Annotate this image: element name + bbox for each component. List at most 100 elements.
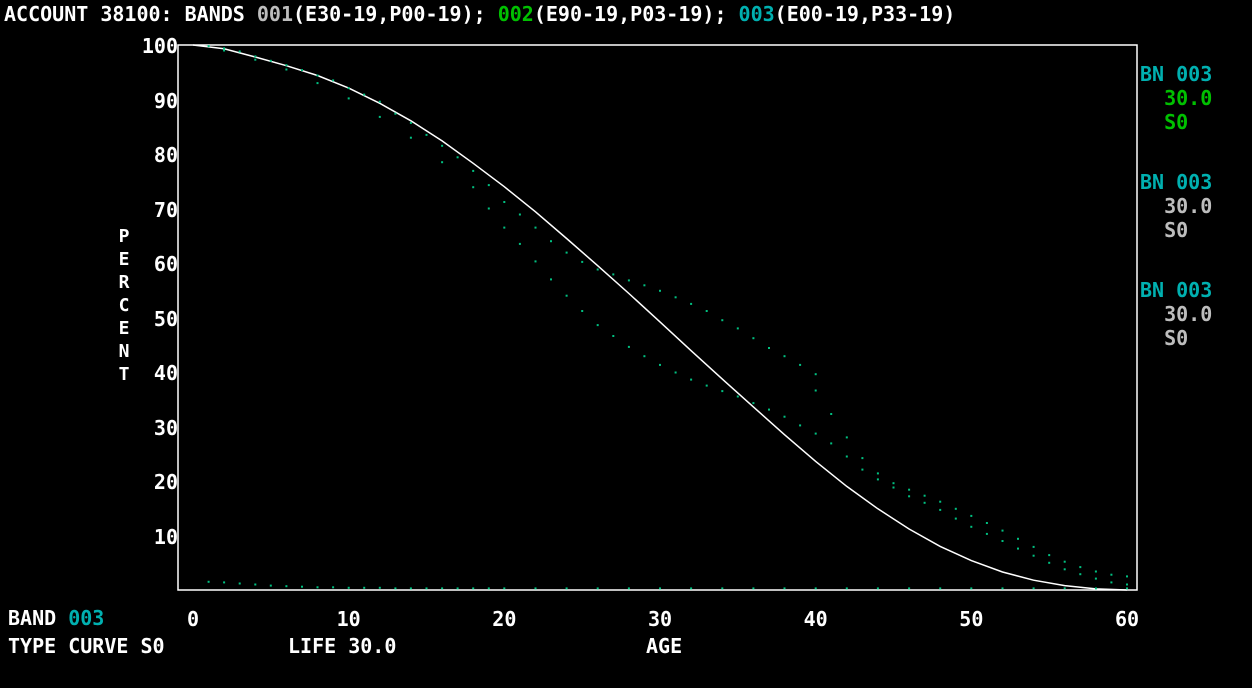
legend-3-life-value: 30.0 <box>1164 302 1213 326</box>
data-point <box>861 468 864 471</box>
data-point <box>814 432 817 435</box>
data-point <box>534 226 537 229</box>
data-point <box>1079 573 1082 576</box>
data-point <box>550 278 552 281</box>
data-point <box>612 335 615 337</box>
legend-2-life-value: 30.0 <box>1164 194 1213 218</box>
data-point <box>1001 587 1004 590</box>
data-point <box>752 587 755 590</box>
data-point <box>1063 560 1066 563</box>
data-point <box>207 45 210 48</box>
data-point <box>332 586 335 589</box>
legend-1-life-value: 30.0 <box>1164 86 1213 110</box>
x-tick-label: 30 <box>647 607 673 631</box>
data-point <box>954 517 957 520</box>
legend-2-curve: S0 <box>1140 218 1212 242</box>
plot-frame <box>177 44 1138 591</box>
data-point <box>1017 547 1019 550</box>
data-point <box>534 587 537 590</box>
data-point <box>752 337 755 340</box>
data-point <box>736 395 739 398</box>
data-point <box>783 355 786 358</box>
data-point <box>1017 537 1019 540</box>
data-point <box>254 58 257 61</box>
data-point <box>565 294 568 297</box>
data-point <box>721 319 724 322</box>
chart-title: ACCOUNT 38100: BANDS 001(E30-19,P00-19);… <box>4 3 955 25</box>
data-point <box>892 482 895 485</box>
data-point <box>1032 587 1035 590</box>
x-tick-label: 10 <box>336 607 361 631</box>
data-point <box>908 495 911 498</box>
data-point <box>908 587 911 590</box>
data-point <box>285 64 288 67</box>
data-point <box>409 136 412 139</box>
data-point <box>674 371 677 374</box>
data-point <box>1110 573 1113 576</box>
data-point <box>1032 554 1035 557</box>
data-point <box>970 514 973 517</box>
data-point <box>1126 583 1128 586</box>
data-point <box>565 251 568 254</box>
data-point <box>705 384 708 387</box>
y-tick-label: 40 <box>153 361 178 385</box>
data-point <box>596 324 599 327</box>
data-point <box>1001 529 1004 532</box>
data-point <box>721 390 724 393</box>
data-point <box>783 587 786 590</box>
data-point <box>223 49 226 52</box>
data-point <box>378 115 381 118</box>
y-tick-label: 10 <box>153 524 178 549</box>
data-point <box>643 355 646 358</box>
data-point <box>876 587 879 590</box>
data-point <box>456 587 459 590</box>
legend-2-life: 30.0 <box>1140 194 1212 218</box>
footer-type-value: S0 <box>140 634 165 658</box>
y-axis-label-letter: C <box>118 295 130 316</box>
x-tick-label: 0 <box>186 607 200 631</box>
y-tick-label: 70 <box>153 197 178 222</box>
legend-3-curve: S0 <box>1140 326 1212 350</box>
data-point <box>301 585 303 588</box>
data-point <box>534 260 537 263</box>
y-tick-label: 20 <box>153 470 178 494</box>
footer-life-value: 30.0 <box>348 634 397 658</box>
data-point <box>814 373 817 376</box>
data-point <box>1048 561 1051 564</box>
legend-entry-1: BN 003 30.0 S0 <box>1140 62 1212 134</box>
band-003-code: 003 <box>738 2 775 26</box>
data-point <box>487 207 490 210</box>
data-point <box>627 345 630 348</box>
x-tick-label: 40 <box>803 607 828 631</box>
data-point <box>518 213 521 216</box>
data-point <box>799 424 802 427</box>
data-point <box>690 587 693 590</box>
data-point <box>985 522 988 524</box>
y-axis-label-letter: P <box>118 226 130 247</box>
y-tick-label: 50 <box>153 306 178 331</box>
x-tick-label: 60 <box>1114 607 1140 631</box>
band-002-range: (E90-19,P03-19); <box>533 2 739 26</box>
data-point <box>254 583 257 586</box>
data-point <box>876 472 879 475</box>
data-point <box>347 97 350 100</box>
data-point <box>518 242 521 245</box>
footer-band-value: 003 <box>68 606 105 630</box>
data-point <box>472 186 475 189</box>
footer-life-label: LIFE <box>288 634 337 658</box>
data-point <box>456 156 459 159</box>
data-point <box>768 347 770 349</box>
data-point <box>1032 545 1035 548</box>
data-point <box>269 59 272 62</box>
legend-1-band: BN 003 <box>1140 62 1213 86</box>
data-point <box>285 68 288 71</box>
data-point <box>565 587 568 590</box>
data-point <box>845 587 848 590</box>
legend-3-curve-value: S0 <box>1164 326 1189 350</box>
data-point <box>487 184 490 187</box>
data-point <box>378 100 381 103</box>
data-point <box>690 302 693 305</box>
legend-2-curve-value: S0 <box>1164 218 1189 242</box>
